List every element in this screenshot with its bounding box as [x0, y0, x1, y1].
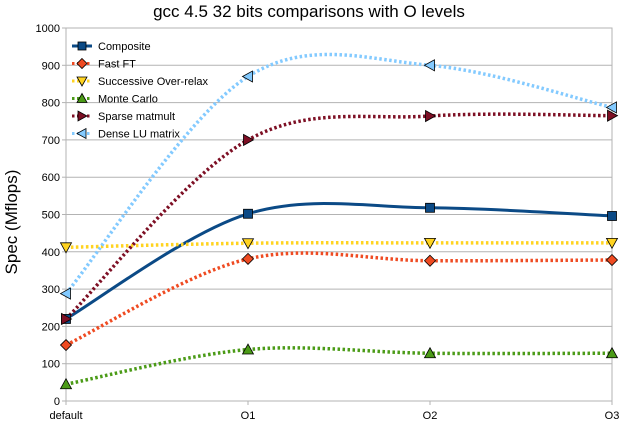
point-sparse-matmult-o3 — [607, 109, 619, 122]
x-tick-label-default: default — [49, 410, 82, 422]
point-fast-ft-default — [59, 338, 73, 352]
series-line-fast-ft — [65, 251, 613, 347]
legend-marker-monte-carlo — [76, 92, 88, 103]
point-monte-carlo-o2 — [423, 346, 437, 359]
point-successive-over-relax-o3 — [605, 237, 619, 250]
point-composite-o1 — [243, 208, 253, 219]
legend: Composite Fast FT Successive Over-relax Mon… — [72, 41, 209, 141]
legend-marker-fast-ft — [76, 57, 88, 70]
legend-marker-dense-lu-matrix — [76, 127, 87, 140]
series-line-dense-lu-matrix — [64, 52, 613, 295]
point-fast-ft-o1 — [241, 252, 255, 265]
y-tick-label-200: 200 — [42, 321, 60, 333]
point-monte-carlo-o3 — [605, 346, 619, 359]
point-successive-over-relax-o2 — [423, 237, 437, 250]
point-dense-lu-matrix-o3 — [605, 101, 617, 114]
legend-label-composite: Composite — [98, 41, 151, 53]
data-markers — [59, 59, 619, 390]
point-fast-ft-o3 — [605, 253, 619, 267]
y-tick-label-600: 600 — [42, 172, 60, 184]
series-line-successive-over-relax — [65, 241, 613, 250]
chart-title: gcc 4.5 32 bits comparisons with O level… — [153, 2, 465, 21]
y-tick-label-800: 800 — [42, 98, 60, 110]
legend-label-sparse-matmult: Sparse matmult — [98, 111, 175, 123]
legend-marker-successive-over-relax — [76, 76, 88, 87]
x-tick-label-o2: O2 — [423, 410, 438, 422]
point-composite-o3 — [607, 211, 617, 221]
y-tick-label-400: 400 — [42, 247, 60, 259]
legend-marker-sparse-matmult — [77, 110, 88, 122]
point-fast-ft-o2 — [423, 254, 437, 267]
point-dense-lu-matrix-o1 — [241, 70, 253, 83]
point-sparse-matmult-o2 — [425, 109, 437, 123]
y-tick-label-300: 300 — [42, 284, 60, 296]
x-tick-label-o3: O3 — [605, 410, 619, 422]
series-line-composite — [64, 202, 614, 321]
point-composite-o2 — [425, 202, 435, 213]
y-tick-label-100: 100 — [42, 359, 60, 371]
point-dense-lu-matrix-default — [59, 287, 71, 300]
x-tick-labels: default O1 O2 O3 — [49, 410, 619, 422]
legend-label-dense-lu-matrix: Dense LU matrix — [98, 129, 180, 141]
series-lines — [64, 52, 614, 386]
y-tick-label-700: 700 — [42, 135, 60, 147]
y-tick-label-1000: 1000 — [36, 23, 60, 35]
grid — [62, 27, 613, 405]
legend-label-fast-ft: Fast FT — [98, 59, 136, 71]
point-monte-carlo-o1 — [241, 343, 255, 355]
y-tick-labels: 0 100 200 300 400 500 600 700 800 900 1000 — [36, 23, 60, 408]
series-line-sparse-matmult — [64, 112, 613, 321]
point-monte-carlo-default — [59, 377, 73, 390]
legend-label-monte-carlo: Monte Carlo — [98, 94, 158, 106]
point-sparse-matmult-default — [61, 312, 73, 326]
y-tick-label-900: 900 — [42, 60, 60, 72]
legend-marker-composite — [77, 41, 87, 51]
legend-label-successive-over-relax: Successive Over-relax — [98, 76, 209, 88]
series-line-monte-carlo — [65, 346, 613, 386]
x-tick-label-o1: O1 — [241, 410, 256, 422]
point-successive-over-relax-o1 — [241, 238, 255, 250]
point-sparse-matmult-o1 — [243, 133, 255, 147]
point-successive-over-relax-default — [59, 242, 73, 254]
y-tick-label-0: 0 — [54, 396, 60, 408]
y-axis-label: Spec (Mflops) — [2, 170, 21, 275]
point-dense-lu-matrix-o2 — [423, 59, 435, 72]
y-tick-label-500: 500 — [42, 210, 60, 222]
